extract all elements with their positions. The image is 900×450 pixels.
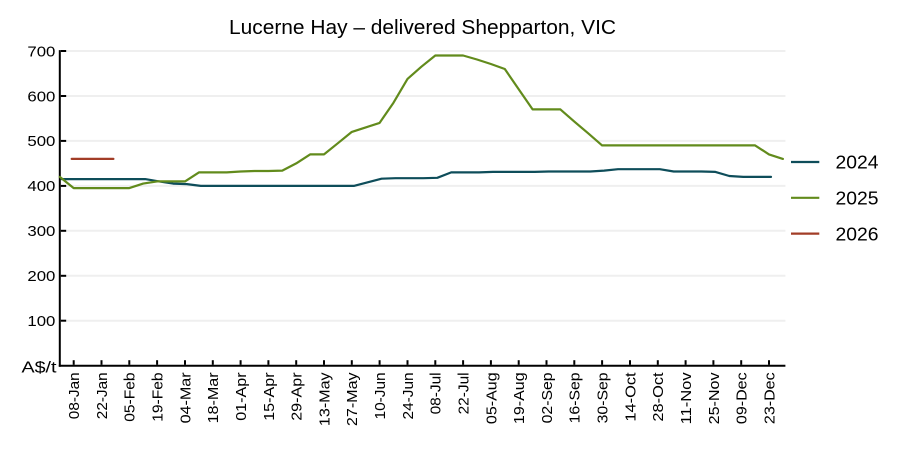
svg-text:27-May: 27-May	[344, 372, 361, 426]
svg-text:08-Jan: 08-Jan	[66, 372, 83, 419]
svg-text:13-May: 13-May	[316, 372, 333, 426]
svg-text:700: 700	[27, 43, 55, 60]
svg-text:05-Feb: 05-Feb	[122, 372, 139, 421]
svg-text:01-Apr: 01-Apr	[233, 372, 250, 420]
svg-text:29-Apr: 29-Apr	[289, 372, 306, 420]
svg-text:300: 300	[27, 223, 55, 240]
svg-text:100: 100	[27, 313, 55, 330]
svg-text:28-Oct: 28-Oct	[650, 371, 667, 421]
svg-text:08-Jul: 08-Jul	[428, 372, 445, 414]
svg-text:11-Nov: 11-Nov	[678, 372, 695, 425]
svg-text:25-Nov: 25-Nov	[706, 372, 723, 425]
svg-text:400: 400	[27, 178, 55, 195]
svg-text:A$/t: A$/t	[22, 359, 58, 376]
svg-text:16-Sep: 16-Sep	[567, 372, 584, 423]
svg-text:2026: 2026	[836, 224, 879, 244]
svg-text:18-Mar: 18-Mar	[205, 372, 222, 423]
svg-text:14-Oct: 14-Oct	[622, 371, 639, 421]
svg-text:15-Apr: 15-Apr	[261, 372, 278, 420]
svg-text:500: 500	[27, 133, 55, 150]
svg-text:09-Dec: 09-Dec	[734, 372, 751, 424]
svg-text:22-Jan: 22-Jan	[94, 372, 111, 419]
svg-text:02-Sep: 02-Sep	[539, 372, 556, 423]
svg-text:2024: 2024	[836, 153, 879, 173]
svg-text:19-Feb: 19-Feb	[150, 372, 167, 421]
svg-text:Lucerne Hay – delivered Sheppa: Lucerne Hay – delivered Shepparton, VIC	[229, 17, 616, 39]
svg-text:24-Jun: 24-Jun	[400, 372, 417, 419]
svg-text:19-Aug: 19-Aug	[511, 372, 528, 424]
svg-text:2025: 2025	[836, 189, 879, 209]
svg-text:200: 200	[27, 268, 55, 285]
svg-text:22-Jul: 22-Jul	[456, 372, 473, 414]
svg-text:23-Dec: 23-Dec	[761, 372, 778, 424]
svg-text:30-Sep: 30-Sep	[595, 372, 612, 423]
svg-text:10-Jun: 10-Jun	[372, 372, 389, 419]
svg-text:04-Mar: 04-Mar	[177, 372, 194, 423]
svg-text:600: 600	[27, 88, 55, 105]
svg-text:05-Aug: 05-Aug	[483, 372, 500, 424]
